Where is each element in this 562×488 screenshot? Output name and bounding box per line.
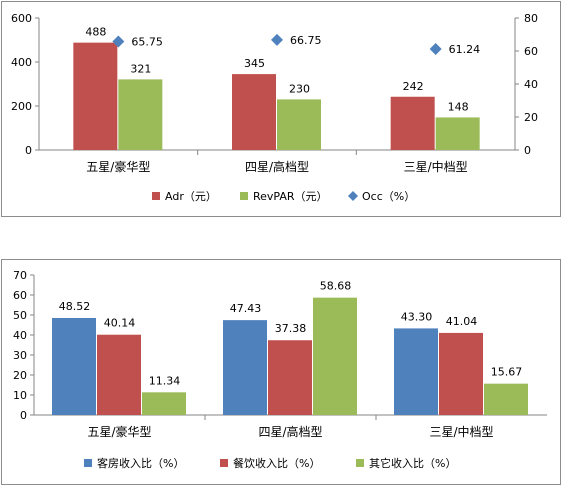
data-label: 11.34 [149,374,181,387]
x-category-label: 三星/中档型 [429,424,493,439]
legend-other-swatch [356,459,364,467]
y2-tick-label: 80 [524,12,538,25]
bar-adr [73,42,118,150]
legend-food-swatch [220,459,228,467]
legend-adr-label: Adr（元） [165,190,217,203]
data-label: 488 [85,26,106,39]
data-label: 242 [403,80,424,93]
bar-room [394,328,438,415]
legend-occ-swatch [348,191,358,201]
y-tick-label: 70 [13,269,27,282]
chart-revenue-share: 0 10 20 30 40 50 60 70 五星/豪华型 48.52 40.14 11.34 四星/高… [13,269,547,470]
y-tick-label: 50 [13,309,27,322]
data-label: 47.43 [230,302,262,315]
x-category-label: 五星/豪华型 [86,159,150,174]
y-tick-label: 200 [11,100,32,113]
data-label: 41.04 [446,315,478,328]
bar-food [439,332,483,415]
data-label: 43.30 [401,310,433,323]
bar-revpar [118,79,163,150]
chart-panel-adr-revpar-occ: 0 200 400 600 0 20 40 60 80 五星/豪华型 488 321 65.75 四星/高… [1,1,561,217]
data-label: 48.52 [59,300,91,313]
legend-food-label: 餐饮收入比（%） [233,456,320,470]
y-tick-label: 60 [13,289,27,302]
y-tick-label: 0 [20,409,27,422]
legend-room-label: 客房收入比（%） [97,456,184,470]
bar-other [484,383,528,415]
legend-occ-label: Occ（%） [362,190,415,203]
y-tick-label: 0 [25,144,32,157]
chart-adr-revpar-occ: 0 200 400 600 0 20 40 60 80 五星/豪华型 488 321 65.75 四星/高… [11,12,538,203]
y2-tick-label: 20 [524,111,538,124]
y-tick-label: 30 [13,349,27,362]
legend-revpar-label: RevPAR（元） [253,190,328,203]
x-category-label: 四星/高档型 [258,424,322,439]
y2-tick-label: 60 [524,45,538,58]
bar-other [313,297,357,415]
chart-panel-revenue-share: 0 10 20 30 40 50 60 70 五星/豪华型 48.52 40.14 11.34 四星/高… [1,259,561,485]
y2-tick-label: 0 [524,144,531,157]
data-label: 148 [448,100,469,113]
y-tick-label: 400 [11,56,32,69]
data-label: 321 [130,62,151,75]
bar-revpar [277,99,321,150]
data-label: 37.38 [275,322,307,335]
legend-other-label: 其它收入比（%） [369,456,456,470]
x-category-label: 四星/高档型 [245,159,309,174]
x-category-label: 五星/豪华型 [87,424,151,439]
legend-room-swatch [84,459,92,467]
legend-adr-swatch [152,192,160,200]
bar-food [268,340,312,415]
data-label: 66.75 [290,34,322,47]
occ-marker [112,35,125,48]
occ-marker [271,33,283,46]
data-label: 230 [289,82,310,95]
y2-tick-label: 40 [524,78,538,91]
bar-food [97,334,141,415]
data-label: 345 [244,57,265,70]
data-label: 58.68 [320,280,352,293]
data-label: 15.67 [491,366,523,379]
x-category-label: 三星/中档型 [404,159,468,174]
bar-room [52,317,96,415]
data-label: 61.24 [449,43,481,56]
bar-adr [390,96,435,150]
bar-adr [232,74,276,150]
bar-other [142,392,186,415]
bar-revpar [435,117,480,150]
data-label: 40.14 [104,317,136,330]
y-tick-label: 10 [13,389,27,402]
data-label: 65.75 [131,36,163,49]
legend-revpar-swatch [240,192,248,200]
occ-marker [429,42,442,55]
y-tick-label: 40 [13,329,27,342]
bar-room [223,320,267,415]
y-tick-label: 20 [13,369,27,382]
y-tick-label: 600 [11,12,32,25]
